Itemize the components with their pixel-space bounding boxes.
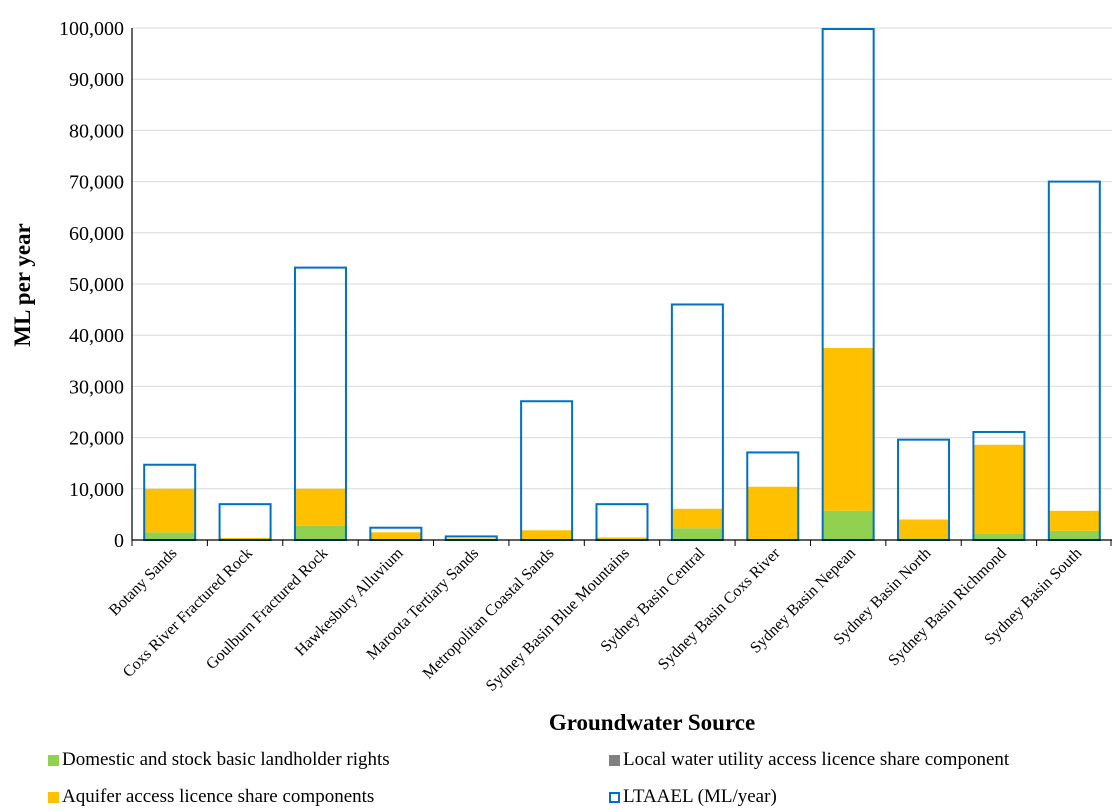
y-axis-title: ML per year [10,223,35,347]
bar-segment-series-0 [973,533,1025,540]
y-tick-label: 0 [114,530,124,552]
legend-item-ltaael: LTAAEL (ML/year) [609,786,777,808]
bar-ltaael-outline [218,503,272,542]
bar-segment-series-2 [822,348,874,511]
legend-swatch-aquifer [48,791,59,803]
bar-segment-series-2 [596,537,648,540]
bar-ltaael-outline [670,303,724,542]
bar-segment-series-2 [898,519,950,539]
bar-segment-series-2 [219,537,271,540]
bars [143,28,1101,542]
y-tick-label: 50,000 [69,274,124,296]
bar-ltaael-outline [1047,180,1101,541]
bar-ltaael-outline [520,400,574,541]
x-tick-label: Sydney Basin Blue Mountains [483,545,633,695]
bar-segment-series-2 [671,508,723,529]
x-tick-label: Metropolitan Coastal Sands [420,545,558,683]
bar-segment-series-0 [671,528,723,540]
y-tick-label: 100,000 [59,18,124,40]
y-tick-label: 90,000 [69,69,124,91]
y-tick-label: 10,000 [69,479,124,501]
legend-label-aquifer: Aquifer access licence share components [62,786,375,807]
legend-item-local-water-utility: Local water utility access licence share… [609,749,1009,771]
legend-label-domestic: Domestic and stock basic landholder righ… [62,749,390,770]
bar-segment-series-0 [1048,530,1100,540]
y-tick-label: 40,000 [69,325,124,347]
legend-item-aquifer: Aquifer access licence share components [48,786,374,808]
bar-segment-series-2 [973,444,1025,534]
bar-segment-series-0 [144,532,196,540]
x-axis-title: Groundwater Source [549,710,755,735]
bar-segment-series-2 [521,530,573,539]
x-tick-label: Botany Sands [106,545,181,620]
bar-segment-series-2 [445,538,497,540]
gridlines [132,27,1112,490]
legend-swatch-local-water-utility [609,754,620,766]
legend-label-ltaael: LTAAEL (ML/year) [623,786,777,807]
y-tick-label: 20,000 [69,428,124,450]
bar-segment-series-2 [370,532,422,539]
legend-label-local-water-utility: Local water utility access licence share… [623,749,1010,770]
x-tick-label: Goulburn Fractured Rock [203,545,331,673]
legend-swatch-ltaael [609,791,620,803]
y-tick-label: 30,000 [69,376,124,398]
bar-ltaael-outline [595,503,649,542]
legend-swatch-domestic [48,754,59,766]
y-tick-label: 60,000 [69,223,124,245]
axes [131,28,1112,546]
y-tick-labels: 0 10,000 20,000 30,000 40,000 50,000 60,000 70,… [59,18,124,552]
bar-segment-series-0 [294,525,346,540]
legend-item-domestic: Domestic and stock basic landholder righ… [48,749,390,771]
bar-segment-series-2 [294,488,346,526]
x-tick-label: Sydney Basin Coxs River [655,544,784,673]
y-tick-label: 80,000 [69,120,124,142]
x-tick-label: Coxs River Fractured Rock [120,545,256,681]
y-tick-label: 70,000 [69,172,124,194]
bar-segment-series-2 [747,486,799,539]
bar-segment-series-2 [144,488,196,533]
bar-segment-series-2 [1048,510,1100,531]
bar-segment-series-0 [822,510,874,540]
